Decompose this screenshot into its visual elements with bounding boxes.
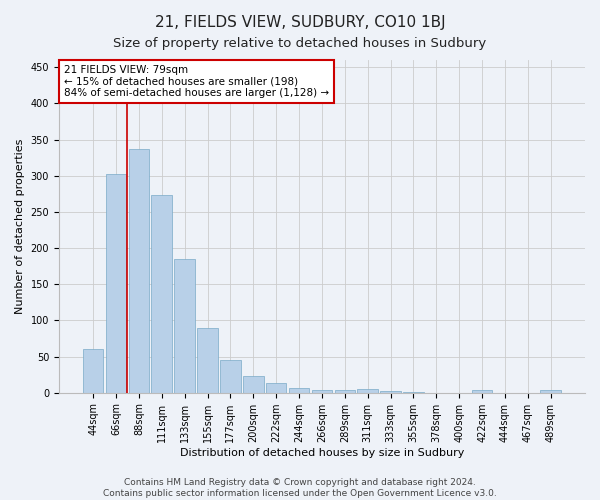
Bar xyxy=(243,376,263,392)
Bar xyxy=(83,348,103,393)
Bar xyxy=(266,384,286,392)
Bar xyxy=(106,174,126,392)
Y-axis label: Number of detached properties: Number of detached properties xyxy=(15,138,25,314)
Bar xyxy=(151,194,172,392)
Bar xyxy=(472,390,493,392)
Bar xyxy=(289,388,310,392)
Bar xyxy=(220,360,241,392)
Bar xyxy=(380,390,401,392)
Bar xyxy=(358,389,378,392)
Text: 21, FIELDS VIEW, SUDBURY, CO10 1BJ: 21, FIELDS VIEW, SUDBURY, CO10 1BJ xyxy=(155,15,445,30)
Text: Size of property relative to detached houses in Sudbury: Size of property relative to detached ho… xyxy=(113,38,487,51)
Bar xyxy=(335,390,355,392)
Bar xyxy=(311,390,332,392)
Bar xyxy=(197,328,218,392)
Text: 21 FIELDS VIEW: 79sqm
← 15% of detached houses are smaller (198)
84% of semi-det: 21 FIELDS VIEW: 79sqm ← 15% of detached … xyxy=(64,65,329,98)
X-axis label: Distribution of detached houses by size in Sudbury: Distribution of detached houses by size … xyxy=(180,448,464,458)
Bar xyxy=(128,149,149,392)
Text: Contains HM Land Registry data © Crown copyright and database right 2024.
Contai: Contains HM Land Registry data © Crown c… xyxy=(103,478,497,498)
Bar xyxy=(541,390,561,392)
Bar xyxy=(175,259,195,392)
